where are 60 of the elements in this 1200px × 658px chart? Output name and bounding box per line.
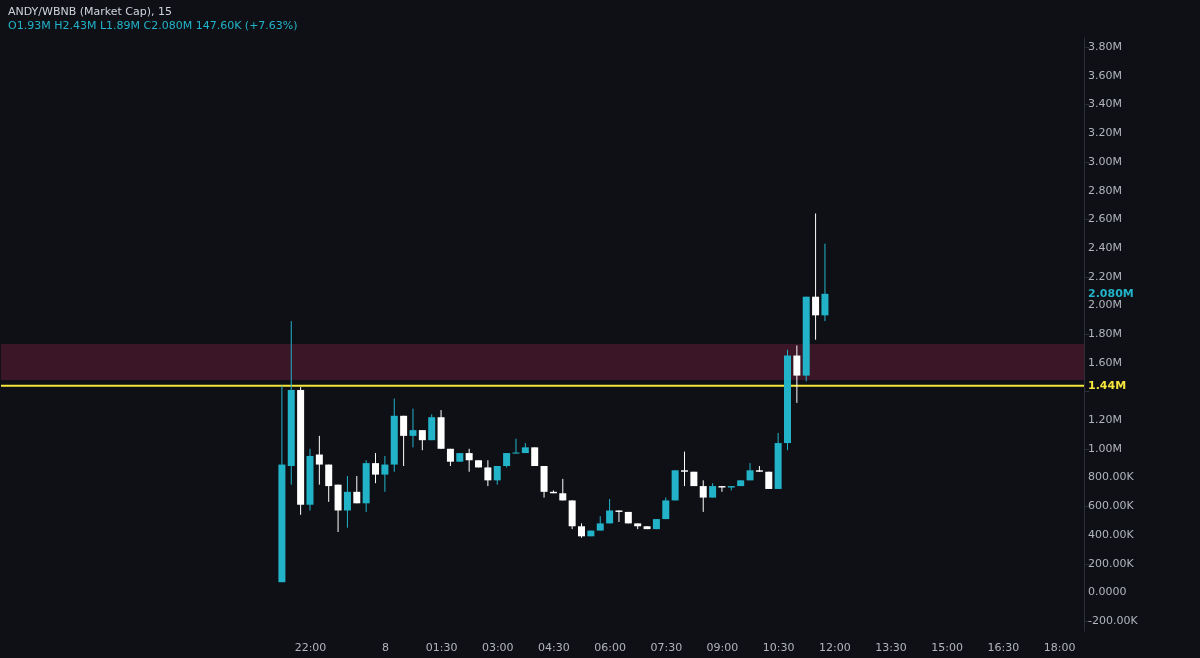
candlestick [793,344,801,404]
candlestick [465,448,473,473]
y-tick-label: 600.00K [1088,499,1135,513]
y-tick-label: 400.00K [1088,527,1135,541]
y-tick-label: 3.80M [1088,40,1122,54]
y-tick-label: 2.20M [1088,269,1122,283]
x-tick-label: 18:00 [1043,640,1076,654]
candlestick [343,475,351,529]
candlestick [409,408,417,448]
x-tick-label: 04:30 [538,640,570,654]
y-tick-label: 800.00K [1088,470,1135,484]
y-tick-label: 200.00K [1088,556,1135,570]
candlestick [418,429,426,451]
y-tick-label: 3.00M [1088,154,1122,168]
candlestick [484,459,492,487]
chart-subtitle: O1.93M H2.43M L1.89M C2.080M 147.60K (+7.63%) [8,19,298,32]
y-tick-label: 1.60M [1088,355,1122,369]
candlestick [353,475,361,504]
candlestick [615,509,623,523]
candlestick [315,435,323,486]
x-tick-label: 15:00 [931,640,964,654]
candlestick [718,485,726,493]
y-tick-label: 0.0000 [1088,585,1127,599]
ref-line-label: 1.44M [1088,378,1127,392]
candlestick [372,452,380,484]
y-tick-label: 1.80M [1088,327,1122,340]
y-tick-label: 3.40M [1088,97,1122,111]
y-tick-label: 2.80M [1088,183,1122,197]
candlestick [699,479,707,513]
x-tick-label: 06:00 [594,640,626,654]
candlestick [428,413,436,441]
x-tick-label: 03:00 [481,640,514,654]
y-tick-label: 2.60M [1088,212,1122,226]
candlestick [400,415,408,467]
candlestick [512,438,520,454]
x-tick-label: 13:30 [875,640,907,654]
text: 2.080M [1088,286,1134,300]
x-tick-label: 01:30 [425,640,458,654]
x-tick-label: 12:00 [818,640,851,654]
candlestick [812,212,820,341]
x-tick-label: 09:00 [706,640,739,654]
y-tick-label: 1.20M [1088,413,1122,427]
candlestick [493,465,501,486]
candlestick [381,455,389,493]
x-tick-label: 22:00 [294,640,327,654]
y-tick-label: 3.20M [1088,126,1122,140]
x-tick-label: 8 [381,640,389,654]
y-tick-label: 2.40M [1088,240,1122,254]
y-tick-label: 2.00M [1088,298,1122,312]
x-tick-label: 10:30 [762,640,795,654]
candlestick [325,464,333,503]
x-tick-label: 07:30 [650,640,683,654]
candlestick [821,243,829,322]
y-tick-label: 3.60M [1088,68,1122,82]
x-tick-label: 16:30 [987,640,1020,654]
chart-title: ANDY/WBNB (Market Cap), 15 [8,5,173,18]
y-tick-label: -200.00K [1088,613,1139,627]
y-tick-label: 1.00M [1088,441,1122,455]
candlestick [606,498,614,524]
candlestick [681,451,689,487]
